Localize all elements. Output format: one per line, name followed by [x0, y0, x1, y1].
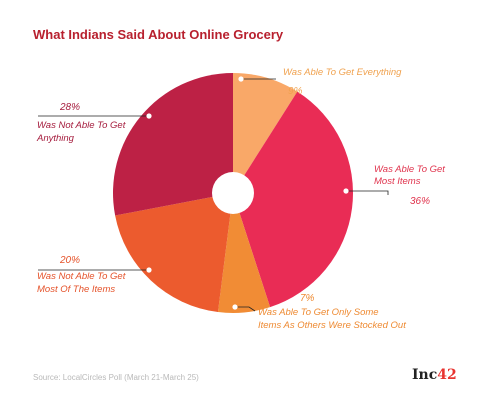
slice-was-not-able-to-get-anything	[112, 73, 233, 216]
slice-was-able-to-get-only-some-items-as-others-were-stocked-out	[217, 193, 271, 313]
slice-label: Was Able To Get Everything	[283, 67, 402, 78]
slice-value-label: 9%	[288, 86, 303, 97]
callout-dot	[232, 304, 238, 310]
source-note: Source: LocalCircles Poll (March 21-Marc…	[33, 373, 199, 382]
chart-title: What Indians Said About Online Grocery	[33, 27, 284, 42]
slice-value-label: 20%	[59, 255, 80, 266]
slice-label: Was Able To Get Only Some	[258, 307, 379, 318]
slice-was-not-able-to-get-most-of-the-items	[115, 193, 233, 313]
leader-line	[235, 306, 256, 312]
callout-was-not-able-to-get-anything: Was Not Able To Get Anything 28%	[36, 102, 152, 144]
callout-dot	[146, 113, 152, 119]
logo-accent: 42	[437, 367, 457, 383]
slice-label: Was Able To Get	[374, 164, 445, 175]
center-hole	[212, 172, 254, 214]
slice-value-label: 7%	[300, 293, 315, 304]
slice-label: Was Not Able To Get	[37, 120, 126, 131]
slice-label: Most Of The Items	[37, 284, 115, 295]
callout-dot	[238, 76, 244, 82]
callout-was-able-to-get-everything: Was Able To Get Everything 9%	[238, 67, 402, 97]
slice-was-able-to-get-most-items	[233, 91, 354, 308]
slice-value-label: 36%	[410, 196, 430, 207]
logo-main: Inc	[412, 367, 438, 383]
slice-label: Most Items	[374, 176, 421, 187]
slice-value-label: 28%	[59, 102, 80, 113]
slice-label: Was Not Able To Get	[37, 271, 126, 282]
callout-dot	[146, 267, 152, 273]
slice-label: Anything	[36, 133, 75, 144]
slice-was-able-to-get-everything	[233, 73, 298, 193]
leader-line	[346, 190, 389, 195]
callout-dot	[343, 188, 349, 194]
inc42-logo: Inc42	[412, 367, 457, 383]
callout-was-not-able-to-get-most-of-the-items: Was Not Able To Get Most Of The Items 20%	[37, 255, 152, 295]
callout-was-able-to-get-only-some-items-as-others-were-stocked-out: Was Able To Get Only Some Items As Others…	[232, 293, 406, 331]
slice-label: Items As Others Were Stocked Out	[258, 320, 406, 331]
